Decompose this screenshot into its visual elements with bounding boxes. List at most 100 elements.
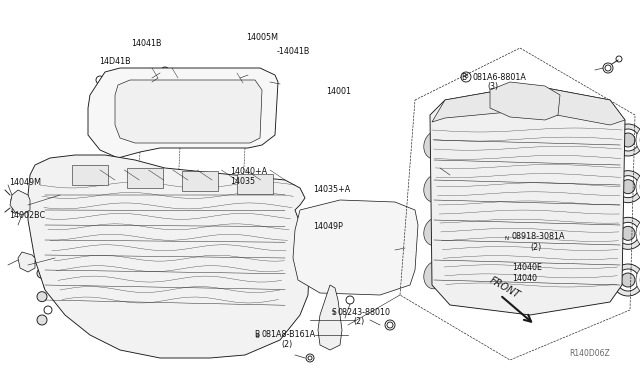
Circle shape: [515, 92, 535, 112]
Polygon shape: [115, 80, 262, 143]
Polygon shape: [28, 155, 310, 358]
Circle shape: [574, 102, 586, 114]
Ellipse shape: [636, 126, 640, 154]
Ellipse shape: [197, 94, 239, 116]
Circle shape: [617, 129, 639, 151]
Text: 08243-88010: 08243-88010: [338, 308, 391, 317]
Polygon shape: [127, 168, 163, 188]
Circle shape: [161, 71, 169, 79]
Text: 14040+A: 14040+A: [230, 167, 268, 176]
Circle shape: [44, 210, 52, 218]
Ellipse shape: [141, 94, 186, 116]
Circle shape: [502, 233, 512, 243]
Text: 14005M: 14005M: [246, 33, 278, 42]
Ellipse shape: [424, 174, 446, 202]
Ellipse shape: [424, 131, 446, 159]
Ellipse shape: [237, 213, 262, 225]
Text: B: B: [461, 73, 466, 82]
Text: 14001: 14001: [326, 87, 351, 96]
Text: 14002BC: 14002BC: [10, 211, 45, 220]
Text: (2): (2): [282, 340, 293, 349]
Circle shape: [105, 95, 115, 105]
Circle shape: [577, 292, 583, 298]
Circle shape: [37, 315, 47, 325]
Text: (3): (3): [488, 82, 499, 91]
Ellipse shape: [141, 119, 186, 141]
Polygon shape: [18, 252, 35, 272]
Ellipse shape: [197, 119, 239, 141]
Circle shape: [12, 207, 18, 213]
Text: 14040E: 14040E: [512, 263, 542, 272]
Circle shape: [161, 67, 169, 75]
Polygon shape: [72, 165, 108, 185]
Circle shape: [268, 78, 276, 86]
Ellipse shape: [351, 269, 379, 287]
Polygon shape: [318, 285, 342, 350]
Circle shape: [452, 292, 458, 298]
Circle shape: [385, 320, 395, 330]
Ellipse shape: [341, 229, 369, 247]
Circle shape: [461, 72, 471, 82]
Text: -14041B: -14041B: [276, 47, 310, 56]
Ellipse shape: [124, 197, 149, 209]
Text: (2): (2): [353, 317, 365, 326]
Circle shape: [449, 289, 461, 301]
Ellipse shape: [424, 218, 446, 246]
Text: 081A8-B161A: 081A8-B161A: [261, 330, 316, 339]
Polygon shape: [182, 171, 218, 191]
Text: B: B: [255, 330, 260, 339]
Text: 14049M: 14049M: [10, 178, 42, 187]
Text: 14035: 14035: [230, 177, 255, 186]
Circle shape: [11, 196, 19, 204]
Circle shape: [252, 331, 262, 341]
Text: S: S: [332, 308, 336, 317]
Circle shape: [617, 269, 639, 291]
Text: FRONT: FRONT: [488, 275, 522, 301]
Ellipse shape: [636, 266, 640, 294]
Circle shape: [621, 273, 635, 287]
Circle shape: [574, 289, 586, 301]
Circle shape: [37, 175, 47, 185]
Text: 14040: 14040: [512, 274, 537, 283]
Polygon shape: [293, 200, 418, 295]
Ellipse shape: [636, 219, 640, 247]
Text: R140D06Z: R140D06Z: [569, 349, 610, 358]
Text: B: B: [255, 334, 259, 339]
Text: (2): (2): [530, 243, 541, 252]
Circle shape: [44, 258, 52, 266]
Text: 08918-3081A: 08918-3081A: [512, 232, 566, 241]
Circle shape: [621, 180, 635, 194]
Circle shape: [449, 104, 461, 116]
Text: 14049P: 14049P: [314, 222, 344, 231]
Circle shape: [96, 86, 104, 94]
Circle shape: [96, 76, 104, 84]
Circle shape: [44, 186, 52, 194]
Circle shape: [44, 234, 52, 242]
Circle shape: [37, 245, 47, 255]
Circle shape: [452, 107, 458, 113]
Circle shape: [37, 198, 47, 208]
Circle shape: [37, 268, 47, 278]
Circle shape: [44, 282, 52, 290]
Circle shape: [577, 105, 583, 111]
Ellipse shape: [181, 205, 206, 217]
Polygon shape: [432, 85, 625, 125]
Circle shape: [612, 217, 640, 249]
Polygon shape: [10, 190, 30, 215]
Text: B: B: [464, 74, 468, 80]
Circle shape: [328, 308, 338, 318]
Ellipse shape: [67, 189, 93, 201]
Polygon shape: [430, 85, 625, 315]
Circle shape: [612, 264, 640, 296]
Circle shape: [306, 354, 314, 362]
Circle shape: [612, 171, 640, 203]
Circle shape: [346, 296, 354, 304]
Circle shape: [151, 69, 159, 77]
Circle shape: [612, 124, 640, 156]
Circle shape: [617, 176, 639, 198]
Polygon shape: [237, 174, 273, 194]
Circle shape: [44, 306, 52, 314]
Ellipse shape: [636, 173, 640, 201]
Ellipse shape: [424, 261, 446, 289]
Circle shape: [37, 222, 47, 232]
